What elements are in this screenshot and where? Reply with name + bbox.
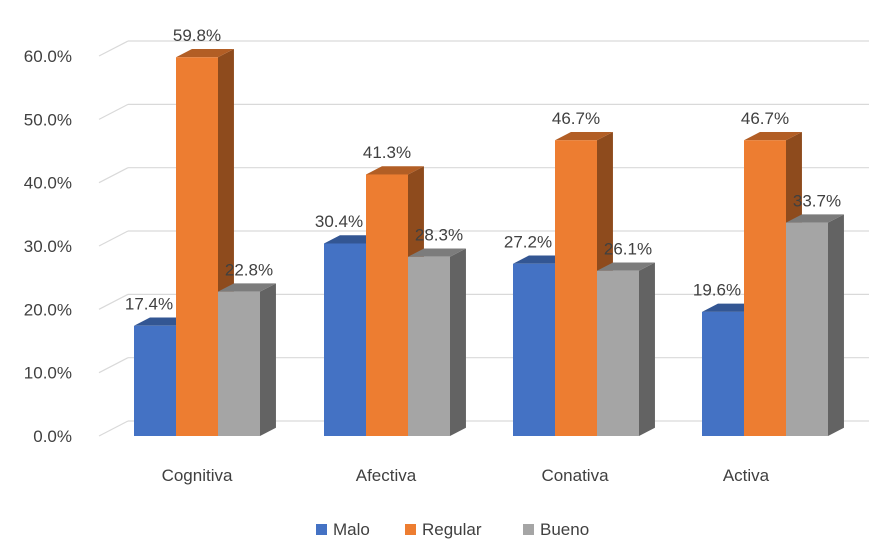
x-axis-categories: Cognitiva Afectiva Conativa Activa: [162, 466, 770, 485]
gridline-stub: [98, 40, 129, 57]
gridline-stub: [98, 357, 129, 374]
data-label: 41.3%: [363, 143, 411, 162]
bar-front: [786, 222, 828, 436]
y-tick-label: 30.0%: [24, 237, 72, 256]
bar-top: [176, 49, 234, 58]
bar-top: [555, 131, 613, 141]
gridline-stub: [98, 293, 129, 310]
bar-top: [597, 262, 655, 271]
bar-front: [408, 256, 450, 436]
data-label: 33.7%: [793, 191, 841, 210]
bar-bueno-cognitiva: [218, 283, 276, 436]
y-axis-ticks: 0.0% 10.0% 20.0% 30.0% 40.0% 50.0% 60.0%: [24, 47, 72, 446]
bar-bueno-activa: [786, 214, 844, 436]
legend-swatch: [405, 524, 416, 535]
bar-side: [450, 248, 466, 436]
gridline-stub: [98, 230, 129, 247]
x-category-label: Conativa: [541, 466, 609, 485]
x-category-label: Cognitiva: [162, 466, 233, 485]
bar-front: [176, 57, 218, 437]
legend-swatch: [316, 524, 327, 535]
bar-top: [744, 131, 802, 141]
bar-top: [218, 283, 276, 292]
y-tick-label: 40.0%: [24, 174, 72, 193]
x-category-label: Activa: [723, 466, 770, 485]
x-category-label: Afectiva: [356, 466, 417, 485]
data-label: 26.1%: [604, 239, 652, 258]
bar-front: [134, 325, 176, 436]
bar-top: [408, 248, 466, 257]
bar-front: [555, 140, 597, 436]
legend-label: Regular: [422, 520, 482, 539]
bar-front: [702, 311, 744, 436]
data-label: 30.4%: [315, 212, 363, 231]
y-tick-label: 50.0%: [24, 110, 72, 129]
bar-side: [260, 283, 276, 436]
y-tick-label: 20.0%: [24, 300, 72, 319]
data-label: 46.7%: [741, 109, 789, 128]
legend-label: Bueno: [540, 520, 589, 539]
legend-item-bueno: Bueno: [523, 520, 589, 539]
data-label: 22.8%: [225, 260, 273, 279]
y-tick-label: 10.0%: [24, 364, 72, 383]
bar-bueno-afectiva: [408, 248, 466, 436]
gridline-stub: [98, 420, 129, 437]
bar-front: [324, 243, 366, 436]
data-label: 59.8%: [173, 26, 221, 45]
legend-label: Malo: [333, 520, 370, 539]
bar-top: [366, 166, 424, 175]
data-label: 46.7%: [552, 109, 600, 128]
legend-item-malo: Malo: [316, 520, 370, 539]
gridline-stub: [98, 167, 129, 184]
bar-front: [218, 291, 260, 436]
legend-swatch: [523, 524, 534, 535]
bar-front: [744, 140, 786, 436]
data-labels: 17.4% 59.8% 22.8% 30.4% 41.3% 28.3% 27.2% 46.7%…: [125, 26, 841, 314]
gridline-stub: [98, 103, 129, 120]
bar-top: [786, 214, 844, 223]
bars: [134, 49, 844, 437]
bar-front: [597, 270, 639, 436]
y-tick-label: 60.0%: [24, 47, 72, 66]
legend: Malo Regular Bueno: [316, 520, 589, 539]
data-label: 19.6%: [693, 281, 741, 300]
bar-front: [366, 174, 408, 437]
bar-side: [828, 214, 844, 436]
y-tick-label: 0.0%: [33, 427, 72, 446]
legend-item-regular: Regular: [405, 520, 482, 539]
data-label: 27.2%: [504, 232, 552, 251]
bar-front: [513, 263, 555, 436]
data-label: 28.3%: [415, 226, 463, 245]
bar-side: [639, 262, 655, 436]
data-label: 17.4%: [125, 295, 173, 314]
bar-bueno-conativa: [597, 262, 655, 436]
